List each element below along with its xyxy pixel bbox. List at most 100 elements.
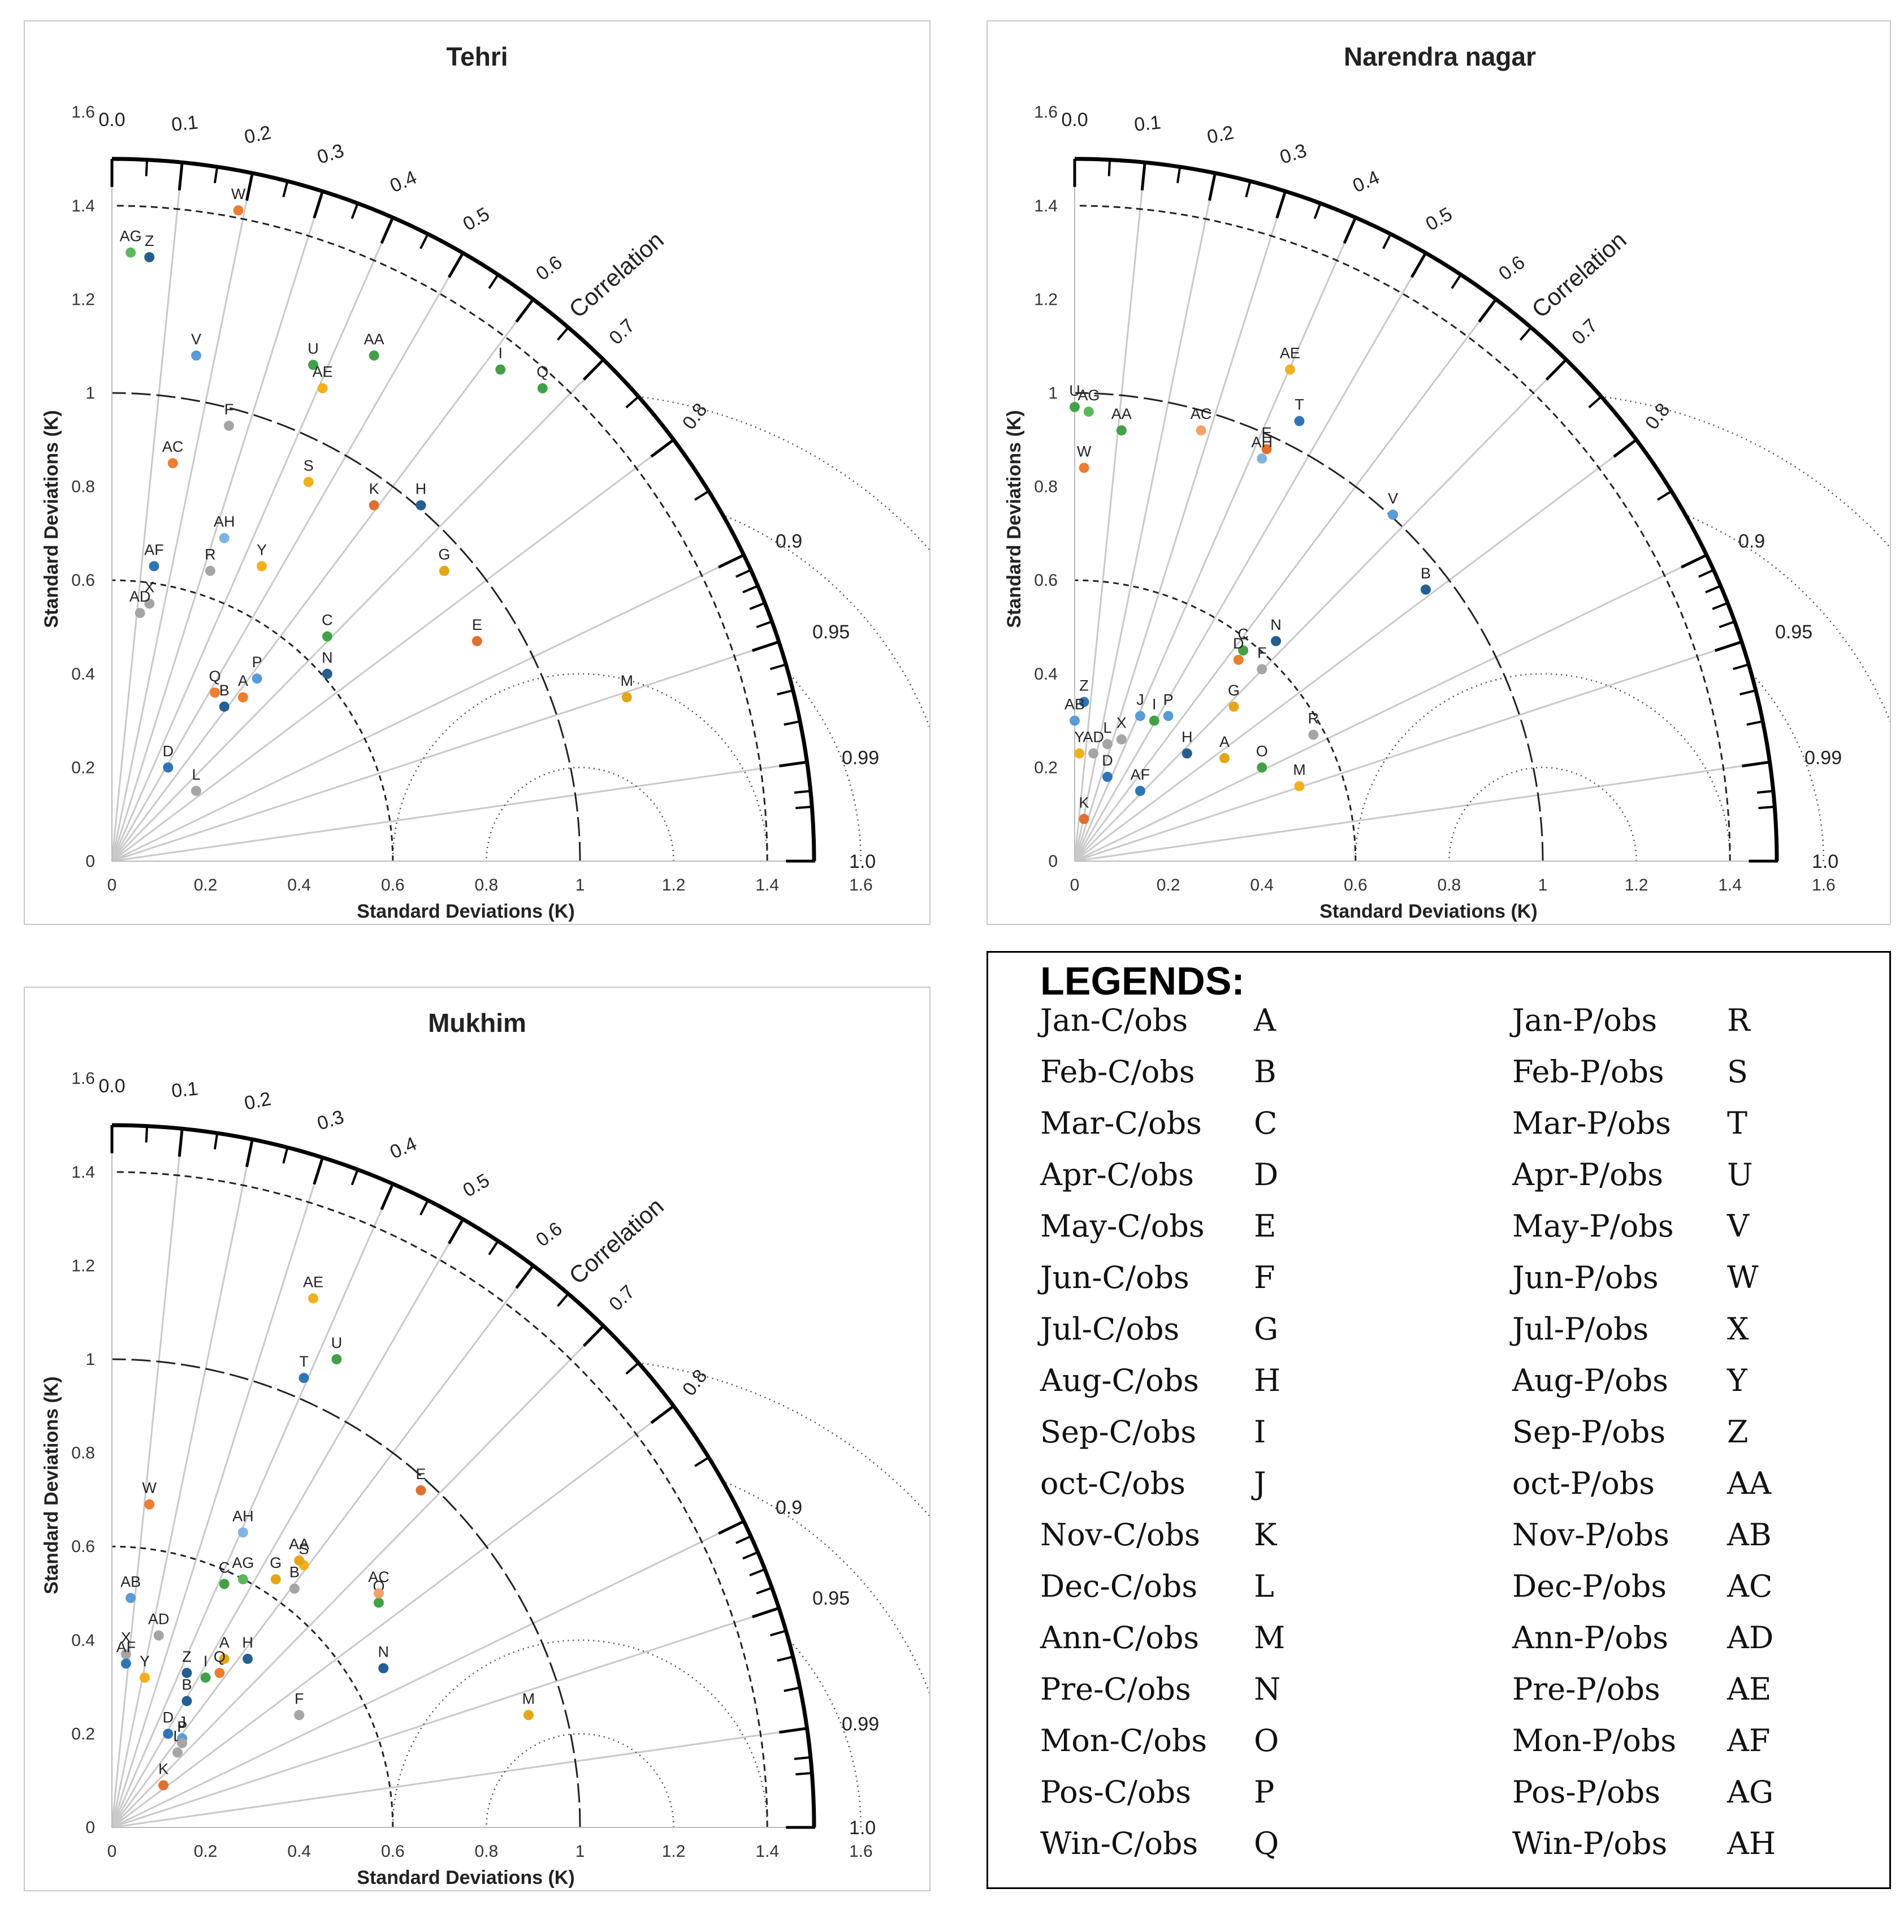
data-point <box>308 1293 319 1304</box>
corr-tick-label: 1.0 <box>849 851 876 872</box>
x-tick-label: 1.4 <box>755 876 779 894</box>
corr-minor-tick <box>556 326 569 341</box>
data-point-label: U <box>1069 382 1080 399</box>
corr-major-tick <box>1343 217 1357 244</box>
legend-item-label: Mar-P/obs <box>1512 1105 1671 1141</box>
data-point-label: C <box>1237 625 1249 642</box>
legend-item-code: K <box>1254 1517 1277 1553</box>
data-point <box>237 1527 248 1538</box>
data-point <box>219 1579 230 1589</box>
legend-item-code: W <box>1727 1260 1759 1295</box>
corr-tick-label: 0.3 <box>314 1106 347 1134</box>
corr-minor-tick <box>1451 274 1462 289</box>
legend-item-label: Dec-P/obs <box>1512 1568 1667 1604</box>
corr-minor-tick <box>625 1362 639 1375</box>
data-point-label: Q <box>209 668 221 685</box>
data-point <box>1149 715 1159 726</box>
data-point <box>191 785 202 796</box>
corr-major-tick <box>1680 554 1707 569</box>
y-tick-label: 1.2 <box>71 290 95 309</box>
corr-major-tick <box>515 298 535 323</box>
corr-major-tick <box>1545 358 1568 381</box>
x-tick-label: 1.4 <box>755 1842 779 1861</box>
corr-minor-tick <box>1756 789 1773 794</box>
x-tick-label: 1 <box>1538 876 1548 894</box>
y-tick-label: 1.4 <box>1034 197 1058 215</box>
legend-item-code: AD <box>1727 1620 1774 1656</box>
data-point-label: B <box>219 682 230 699</box>
correlation-line <box>1074 299 1497 862</box>
corr-major-tick <box>313 1157 324 1185</box>
data-point-label: G <box>270 1554 282 1571</box>
rms-arc <box>486 1733 674 1828</box>
data-point-label: W <box>1077 443 1092 460</box>
x-tick-label: 0 <box>107 876 117 894</box>
corr-tick-label: 0.1 <box>170 1078 199 1102</box>
data-point-label: F <box>224 401 234 418</box>
data-point <box>158 1780 169 1791</box>
x-tick-label: 0.6 <box>1344 876 1368 894</box>
corr-tick-label: 0.0 <box>98 109 125 131</box>
data-point <box>243 1653 253 1664</box>
y-tick-label: 0.8 <box>71 478 95 496</box>
corr-tick-label: 0.4 <box>387 167 420 197</box>
data-point-label: X <box>1117 715 1127 732</box>
data-point-label: V <box>191 331 201 348</box>
correlation-line <box>1074 554 1707 862</box>
std-arc <box>1074 392 1544 862</box>
data-point <box>205 565 215 576</box>
correlation-line <box>111 162 183 862</box>
corr-minor-tick <box>1705 585 1721 594</box>
data-point-label: U <box>308 340 319 357</box>
data-point-label: L <box>1103 719 1111 736</box>
data-point-label: D <box>1102 752 1113 769</box>
correlation-line <box>111 1129 183 1828</box>
corr-major-tick <box>245 172 254 201</box>
data-point-label: AH <box>1251 434 1273 451</box>
corr-tick-label: 0.0 <box>1061 109 1088 131</box>
corr-minor-tick <box>777 689 794 696</box>
correlation-line <box>111 299 534 862</box>
corr-tick-label: 0.95 <box>812 1588 850 1609</box>
corr-tick-label: 0.9 <box>1738 530 1765 552</box>
data-point <box>308 360 319 370</box>
rms-arc <box>1355 673 1731 862</box>
legend-item-code: O <box>1254 1723 1279 1758</box>
x-tick-label: 0.6 <box>381 1842 405 1861</box>
corr-tick-label: 0.99 <box>842 747 879 769</box>
y-tick-label: 0 <box>1048 852 1058 871</box>
corr-minor-tick <box>556 1293 569 1307</box>
data-point-label: P <box>1163 691 1174 708</box>
corr-major-tick <box>380 217 395 244</box>
std-arc <box>111 205 768 862</box>
std-arc <box>112 1545 394 1827</box>
legend-item-code: D <box>1254 1157 1279 1192</box>
data-point-label: D <box>163 1709 174 1726</box>
correlation-line <box>111 358 604 862</box>
data-point-label: F <box>295 1690 304 1707</box>
correlation-line <box>111 1520 745 1829</box>
corr-tick-label: 0.99 <box>1805 747 1842 769</box>
data-point-label: M <box>621 672 634 689</box>
x-tick-label: 0.2 <box>194 1842 218 1861</box>
x-tick-label: 1 <box>575 876 585 894</box>
y-tick-label: 0.6 <box>71 1537 95 1556</box>
data-point <box>1257 664 1267 675</box>
data-point-label: AD <box>1083 729 1104 746</box>
data-point <box>471 636 482 646</box>
data-point <box>153 1630 164 1641</box>
data-point <box>172 1747 183 1758</box>
data-point <box>331 1354 342 1364</box>
data-point <box>1308 729 1319 740</box>
data-point-label: AC <box>162 438 184 455</box>
chart-title: Tehri <box>446 42 508 71</box>
data-point <box>135 608 145 619</box>
corr-minor-tick <box>419 233 429 249</box>
rms-arc <box>1601 396 1890 548</box>
data-point <box>322 668 332 679</box>
data-point <box>322 631 332 642</box>
correlation-line <box>111 439 674 862</box>
data-point <box>1102 739 1113 749</box>
corr-minor-tick <box>694 1456 709 1467</box>
corr-minor-tick <box>1712 602 1728 611</box>
